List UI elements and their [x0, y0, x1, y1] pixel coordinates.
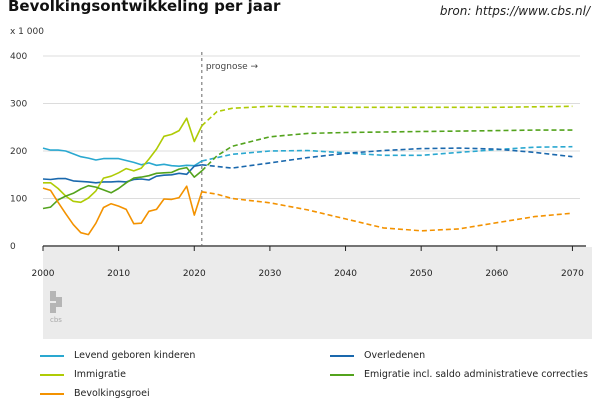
cbs-logo-mark	[56, 297, 62, 307]
series-forecast-line-levend-geboren-kinderen	[201, 145, 573, 162]
chart-title: Bevolkingsontwikkeling per jaar	[8, 0, 281, 15]
forecast-label: prognose →	[206, 62, 259, 72]
y-axis-unit-label: x 1 000	[10, 27, 44, 37]
x-tick-label: 2040	[334, 269, 357, 279]
series-forecast-line-emigratie-incl-saldo-administratieve-correcties	[201, 129, 573, 172]
cbs-logo-text: cbs	[50, 316, 62, 324]
source-note: bron: https://www.cbs.nl/	[439, 4, 590, 18]
x-axis-band	[43, 247, 592, 339]
y-tick-label: 400	[10, 52, 27, 62]
x-tick-label: 2030	[258, 269, 281, 279]
cbs-logo-mark	[50, 303, 56, 313]
cbs-logo-mark	[50, 291, 56, 301]
y-tick-label: 100	[10, 195, 27, 205]
x-tick-label: 2050	[410, 269, 433, 279]
y-tick-label: 200	[10, 147, 27, 157]
series-line-levend-geboren-kinderen	[42, 147, 203, 167]
series-line-emigratie-incl-saldo-administratieve-correcties	[42, 166, 203, 210]
y-tick-label: 0	[10, 242, 16, 252]
x-tick-label: 2070	[561, 269, 584, 279]
x-tick-label: 2010	[107, 269, 130, 279]
y-tick-label: 300	[10, 100, 27, 110]
x-tick-label: 2060	[485, 269, 508, 279]
series-line-overledenen	[42, 164, 202, 184]
x-tick-label: 2020	[183, 269, 206, 279]
series-forecast-line-bevolkingsgroei	[201, 191, 573, 232]
series-forecast-line-overledenen	[201, 147, 573, 169]
series-line-bevolkingsgroei	[42, 185, 203, 236]
x-tick-label: 2000	[32, 269, 55, 279]
series-forecast-line-immigratie	[201, 105, 573, 127]
series-line-immigratie	[43, 117, 203, 204]
